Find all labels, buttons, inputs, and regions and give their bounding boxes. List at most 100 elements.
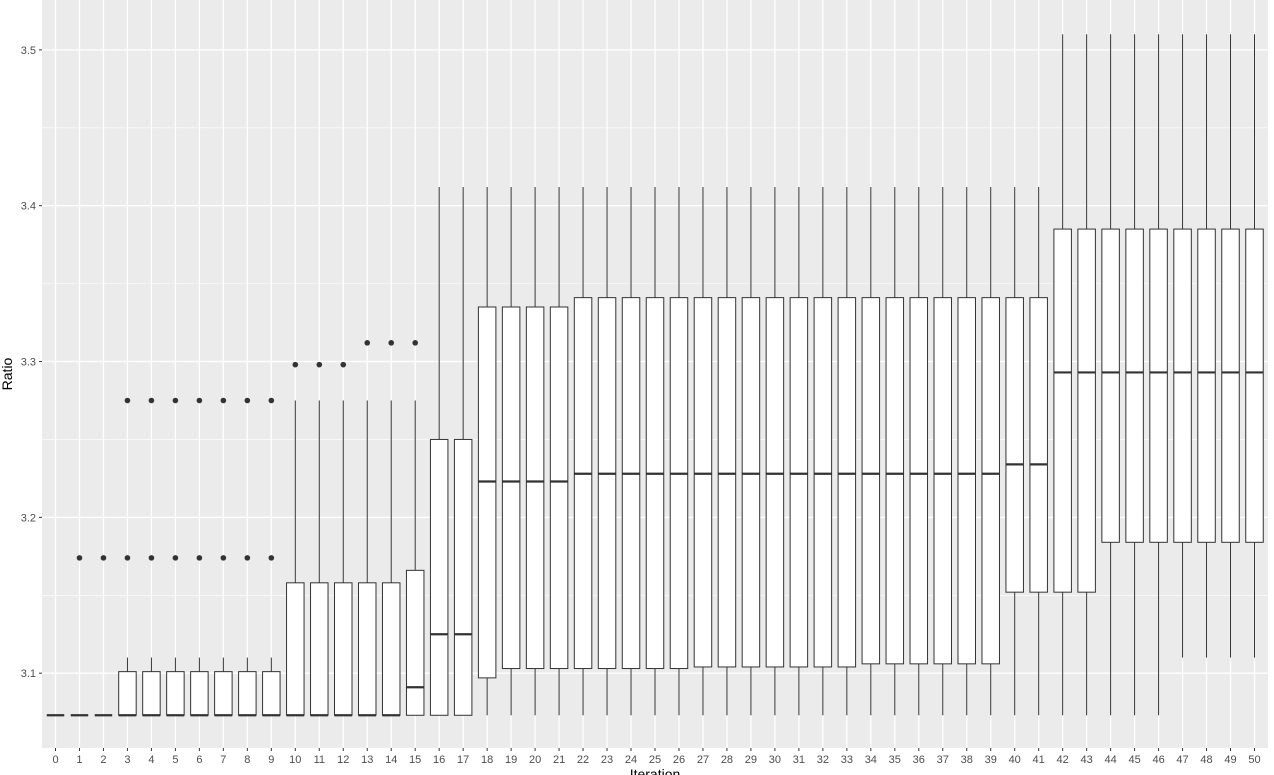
outlier-point xyxy=(316,361,323,368)
outlier-point xyxy=(148,555,155,561)
box-iqr xyxy=(1197,228,1216,543)
x-tick-label: 22 xyxy=(577,754,589,766)
box-iqr xyxy=(933,297,953,665)
box-1 xyxy=(70,555,89,717)
box-iqr xyxy=(1221,228,1240,543)
box-25 xyxy=(645,187,665,716)
box-22 xyxy=(573,187,593,716)
x-tick-label: 3 xyxy=(124,754,130,766)
box-30 xyxy=(765,187,785,716)
x-tick-label: 15 xyxy=(409,754,421,766)
box-26 xyxy=(669,187,689,716)
box-iqr xyxy=(262,671,281,716)
box-16 xyxy=(429,187,449,716)
box-7 xyxy=(214,397,233,717)
box-28 xyxy=(717,187,737,716)
box-39 xyxy=(981,187,1000,716)
outlier-point xyxy=(412,340,419,346)
box-iqr xyxy=(310,582,329,716)
x-tick-label: 48 xyxy=(1200,754,1212,766)
x-tick-label: 43 xyxy=(1081,754,1093,766)
outlier-point xyxy=(124,555,131,561)
box-iqr xyxy=(765,297,785,668)
box-31 xyxy=(789,187,809,716)
box-iqr xyxy=(477,306,497,679)
box-iqr xyxy=(861,297,881,665)
box-27 xyxy=(693,187,713,716)
box-6 xyxy=(190,397,209,717)
box-iqr xyxy=(334,582,353,716)
x-tick-label: 13 xyxy=(361,754,373,766)
x-tick-label: 36 xyxy=(913,754,925,766)
y-axis-title: Ratio xyxy=(0,357,15,390)
box-iqr xyxy=(286,582,305,716)
box-iqr xyxy=(190,671,209,716)
box-34 xyxy=(861,187,881,716)
box-49 xyxy=(1221,34,1240,658)
y-tick-label: 3.3 xyxy=(21,357,36,369)
box-iqr xyxy=(693,297,713,668)
x-tick-label: 38 xyxy=(961,754,973,766)
outlier-point xyxy=(244,555,251,561)
outlier-point xyxy=(220,555,227,561)
outlier-point xyxy=(100,555,107,561)
x-tick-label: 21 xyxy=(553,754,565,766)
outlier-point xyxy=(172,555,179,561)
x-tick-label: 28 xyxy=(721,754,733,766)
x-tick-label: 42 xyxy=(1057,754,1069,766)
x-tick-label: 35 xyxy=(889,754,901,766)
x-tick-label: 47 xyxy=(1176,754,1188,766)
box-iqr xyxy=(1125,228,1144,543)
x-tick-label: 0 xyxy=(52,754,58,766)
box-40 xyxy=(1005,187,1024,716)
outlier-point xyxy=(364,340,371,346)
box-44 xyxy=(1101,34,1120,716)
box-iqr xyxy=(118,671,137,716)
y-tick-label: 3.2 xyxy=(21,512,36,524)
x-tick-label: 27 xyxy=(697,754,709,766)
x-axis-title: Iteration xyxy=(630,766,681,775)
y-tick-label: 3.4 xyxy=(21,201,36,213)
box-46 xyxy=(1149,34,1168,716)
box-8 xyxy=(238,397,257,717)
box-iqr xyxy=(717,297,737,668)
box-iqr xyxy=(501,306,521,670)
x-tick-label: 16 xyxy=(433,754,445,766)
box-21 xyxy=(549,187,569,716)
box-37 xyxy=(933,187,953,716)
x-tick-label: 33 xyxy=(841,754,853,766)
box-35 xyxy=(885,187,905,716)
box-iqr xyxy=(789,297,809,668)
box-iqr xyxy=(621,297,641,670)
box-29 xyxy=(741,187,761,716)
box-iqr xyxy=(238,671,257,716)
x-tick-label: 31 xyxy=(793,754,805,766)
box-19 xyxy=(501,187,521,716)
box-iqr xyxy=(741,297,761,668)
x-tick-label: 1 xyxy=(76,754,82,766)
x-tick-label: 32 xyxy=(817,754,829,766)
box-41 xyxy=(1029,187,1048,716)
outlier-point xyxy=(124,397,131,404)
y-axis: 3.1 3.2 3.3 3.4 3.5 xyxy=(21,45,42,680)
box-3 xyxy=(118,397,137,717)
box-24 xyxy=(621,187,641,716)
outlier-point xyxy=(196,555,203,561)
x-tick-label: 24 xyxy=(625,754,637,766)
box-iqr xyxy=(357,582,377,716)
box-50 xyxy=(1245,34,1264,658)
box-10 xyxy=(286,361,305,717)
box-iqr xyxy=(453,438,473,716)
box-iqr xyxy=(1149,228,1168,543)
box-iqr xyxy=(405,569,425,716)
box-iqr xyxy=(1077,228,1096,593)
x-tick-label: 23 xyxy=(601,754,613,766)
x-tick-label: 14 xyxy=(385,754,397,766)
outlier-point xyxy=(268,397,275,404)
box-series xyxy=(46,34,1264,717)
box-11 xyxy=(310,361,329,717)
x-tick-label: 2 xyxy=(100,754,106,766)
x-tick-label: 12 xyxy=(337,754,349,766)
box-15 xyxy=(405,340,425,716)
